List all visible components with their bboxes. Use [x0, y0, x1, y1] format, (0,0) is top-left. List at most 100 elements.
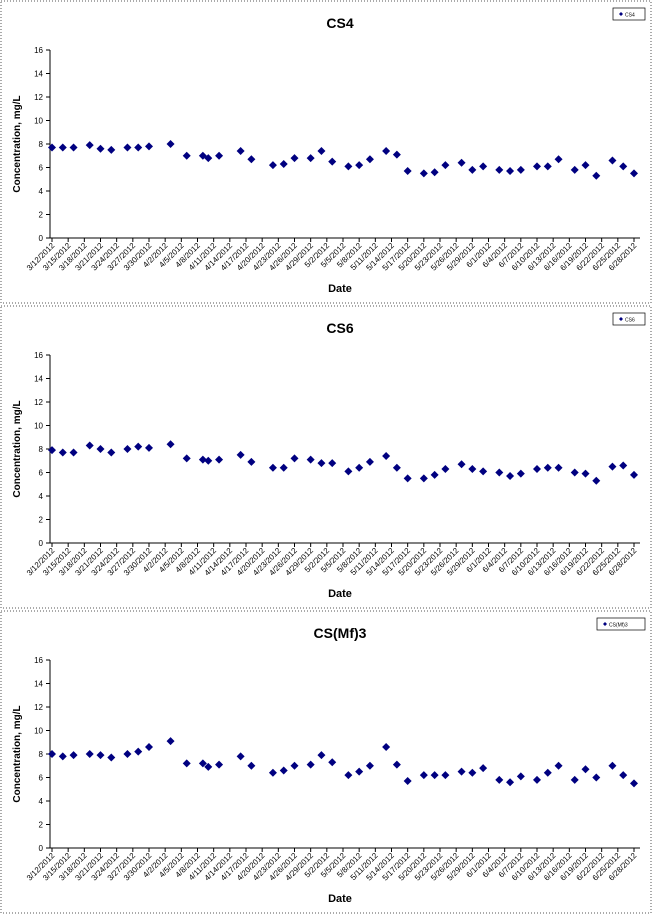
legend-marker	[603, 622, 607, 626]
data-point	[134, 747, 143, 756]
data-point	[457, 767, 466, 776]
y-tick-label: 14	[34, 70, 43, 79]
data-point	[533, 162, 541, 171]
data-point	[198, 759, 207, 768]
data-point	[166, 737, 175, 746]
data-point	[581, 765, 590, 774]
y-tick-label: 4	[39, 797, 44, 806]
data-point	[630, 169, 638, 178]
y-tick-label: 8	[39, 140, 44, 149]
y-tick-label: 0	[39, 539, 44, 548]
y-tick-label: 10	[34, 422, 43, 431]
data-point	[608, 156, 617, 165]
data-point	[516, 772, 525, 781]
data-point	[58, 448, 67, 457]
data-point	[554, 761, 563, 770]
x-axis-label: Date	[328, 893, 352, 905]
data-point	[48, 750, 56, 758]
data-point	[479, 162, 488, 171]
data-point	[543, 162, 552, 171]
data-point	[204, 456, 213, 465]
data-point	[355, 161, 364, 170]
data-point	[554, 155, 563, 164]
y-tick-label: 10	[34, 117, 43, 126]
data-point	[344, 162, 353, 171]
data-point	[554, 463, 563, 472]
data-point	[468, 165, 477, 174]
data-point	[570, 468, 579, 477]
legend-box	[612, 7, 646, 21]
y-tick-label: 16	[34, 46, 43, 55]
y-tick-label: 14	[34, 680, 43, 689]
data-point	[204, 154, 213, 163]
data-point	[85, 141, 94, 150]
data-point	[215, 151, 224, 160]
data-point	[592, 476, 601, 485]
chart-panel: CS602468101214163/12/20123/15/20123/18/2…	[0, 305, 652, 609]
data-point	[215, 760, 224, 769]
data-point	[441, 464, 450, 473]
data-point	[317, 147, 326, 156]
data-point	[306, 455, 315, 464]
y-tick-label: 14	[34, 375, 43, 384]
data-point	[506, 472, 515, 481]
data-point	[382, 452, 391, 461]
data-point	[581, 469, 590, 478]
data-point	[85, 750, 94, 758]
data-point	[619, 162, 628, 171]
data-point	[419, 169, 428, 178]
data-point	[123, 445, 132, 453]
data-point	[96, 144, 105, 153]
data-point	[134, 143, 143, 152]
data-point	[543, 768, 552, 777]
data-point	[290, 154, 299, 163]
data-point	[145, 742, 153, 751]
data-point	[570, 775, 579, 784]
data-point	[592, 773, 601, 782]
panel-border	[0, 305, 652, 609]
y-axis-label: Concentration, mg/L	[12, 705, 23, 802]
y-tick-label: 4	[39, 492, 44, 501]
data-point	[48, 143, 56, 152]
data-point	[392, 463, 401, 472]
data-point	[619, 461, 628, 470]
data-point	[69, 143, 78, 152]
data-point	[328, 459, 337, 468]
data-point	[430, 771, 439, 780]
data-point	[134, 442, 143, 451]
data-point	[107, 145, 116, 154]
legend-box	[612, 312, 646, 326]
data-point	[581, 161, 590, 170]
data-point	[236, 752, 245, 761]
data-point	[419, 771, 428, 780]
data-point	[468, 768, 477, 777]
panel-border	[0, 0, 652, 304]
data-point	[96, 445, 105, 453]
data-point	[317, 751, 326, 760]
data-point	[506, 167, 515, 176]
data-point	[344, 771, 353, 780]
data-point	[236, 147, 245, 156]
y-tick-label: 12	[34, 398, 43, 407]
legend-marker	[619, 12, 623, 16]
data-point	[441, 161, 450, 170]
y-tick-label: 2	[39, 516, 44, 525]
legend-label: CS(Mf)3	[609, 623, 628, 629]
data-point	[441, 771, 450, 780]
legend-label: CS6	[625, 318, 635, 324]
data-point	[619, 771, 628, 780]
data-point	[58, 752, 67, 761]
data-point	[495, 775, 504, 784]
data-point	[365, 457, 374, 466]
data-point	[328, 758, 337, 767]
data-point	[457, 460, 466, 469]
data-point	[608, 462, 617, 471]
data-point	[290, 454, 299, 463]
data-point	[516, 165, 525, 174]
data-point	[247, 155, 256, 164]
data-point	[608, 761, 617, 770]
y-tick-label: 8	[39, 750, 44, 759]
chart-panel: CS402468101214163/12/20123/15/20123/18/2…	[0, 0, 652, 304]
